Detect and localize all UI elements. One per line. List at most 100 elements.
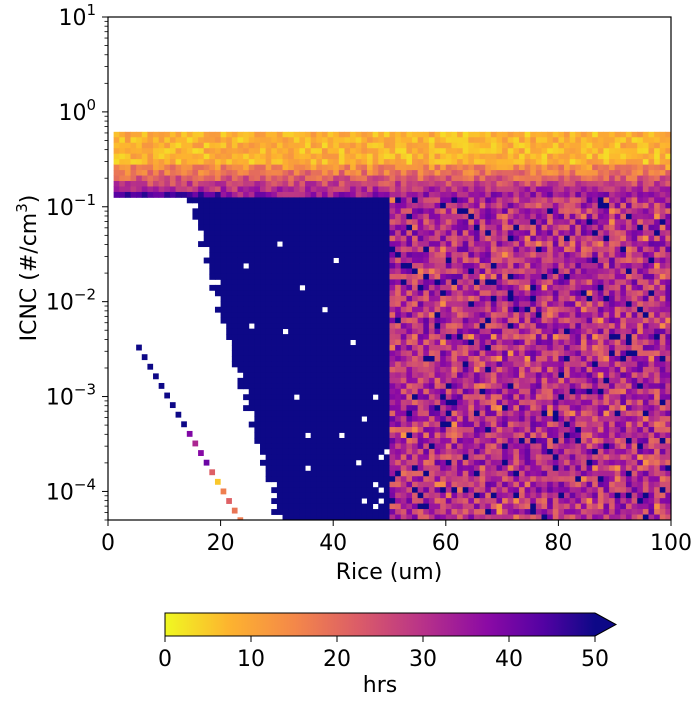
heatmap-cell: [603, 416, 610, 422]
heatmap-cell: [423, 197, 430, 204]
heatmap-cell: [316, 355, 323, 362]
heatmap-cell: [395, 312, 402, 319]
heatmap-cell: [383, 339, 390, 346]
heatmap-cell: [169, 191, 177, 198]
heatmap-cell: [541, 159, 548, 166]
heatmap-cell: [113, 170, 120, 176]
heatmap-cell: [524, 295, 531, 302]
heatmap-cell: [412, 202, 419, 209]
heatmap-cell: [305, 339, 312, 346]
heatmap-cell: [440, 361, 447, 368]
heatmap-cell: [417, 246, 424, 253]
heatmap-cell: [366, 410, 374, 417]
heatmap-cell: [423, 454, 430, 461]
heatmap-cell: [136, 148, 143, 155]
heatmap-cell: [243, 405, 250, 412]
heatmap-cell: [378, 377, 385, 384]
heatmap-cell: [355, 246, 362, 253]
heatmap-cell: [136, 142, 143, 149]
heatmap-cell: [395, 459, 402, 466]
heatmap-cell: [198, 224, 205, 231]
heatmap-cell: [338, 323, 345, 330]
heatmap-cell: [502, 410, 509, 417]
heatmap-cell: [535, 208, 542, 215]
heatmap-cell: [333, 323, 340, 330]
heatmap-cell: [648, 224, 655, 231]
heatmap-cell: [445, 339, 452, 346]
heatmap-cell: [434, 290, 441, 297]
heatmap-cell: [586, 421, 593, 428]
heatmap-cell: [530, 268, 537, 275]
heatmap-cell: [654, 443, 661, 450]
heatmap-cell: [659, 246, 666, 253]
heatmap-cell: [614, 345, 621, 351]
heatmap-cell: [254, 153, 261, 160]
heatmap-cell: [321, 372, 329, 379]
heatmap-cell: [434, 246, 441, 253]
heatmap-cell: [485, 388, 492, 395]
heatmap-cell: [181, 181, 188, 187]
heatmap-cell: [254, 312, 261, 319]
heatmap-cell: [642, 432, 649, 439]
heatmap-cell: [468, 257, 475, 264]
heatmap-cell: [597, 230, 604, 237]
heatmap-cell: [569, 202, 576, 209]
heatmap-cell: [338, 388, 345, 395]
heatmap-cell: [513, 355, 520, 362]
heatmap-cell: [293, 235, 300, 242]
heatmap-cell: [305, 213, 312, 220]
heatmap-cell: [417, 328, 424, 335]
heatmap-cell: [271, 159, 278, 166]
heatmap-cell: [293, 284, 300, 291]
heatmap-cell: [490, 328, 497, 335]
heatmap-cell: [124, 137, 131, 144]
heatmap-cell: [260, 241, 267, 248]
heatmap-cell: [552, 399, 559, 406]
heatmap-cell: [473, 224, 481, 231]
heatmap-cell: [389, 197, 396, 204]
heatmap-cell: [552, 191, 559, 198]
heatmap-cell: [428, 284, 436, 291]
heatmap-cell: [485, 148, 492, 155]
heatmap-cell: [597, 186, 604, 193]
heatmap-cell: [355, 328, 362, 335]
heatmap-cell: [344, 306, 351, 313]
heatmap-cell: [518, 191, 526, 198]
heatmap-cell: [338, 252, 345, 258]
heatmap-cell: [361, 328, 368, 335]
heatmap-cell: [541, 137, 548, 144]
heatmap-cell: [248, 268, 255, 275]
heatmap-cell: [440, 230, 447, 237]
heatmap-cell: [321, 416, 329, 422]
heatmap-cell: [220, 290, 227, 297]
heatmap-cell: [586, 366, 593, 373]
heatmap-cell: [642, 377, 649, 384]
heatmap-cell: [620, 306, 627, 313]
heatmap-cell: [310, 213, 317, 220]
heatmap-cell: [226, 142, 233, 149]
heatmap-cell: [321, 448, 329, 455]
heatmap-cell: [625, 421, 633, 428]
heatmap-cell: [400, 459, 407, 466]
heatmap-cell: [276, 377, 283, 384]
heatmap-cell: [609, 164, 616, 171]
heatmap-cell: [237, 137, 244, 144]
heatmap-cell: [434, 361, 441, 368]
heatmap-cell: [316, 284, 323, 291]
heatmap-cell: [265, 268, 272, 275]
heatmap-cell: [648, 137, 655, 144]
heatmap-cell: [428, 410, 436, 417]
heatmap-cell: [400, 284, 407, 291]
heatmap-cell: [580, 301, 588, 308]
heatmap-cell: [226, 268, 233, 275]
heatmap-cell: [265, 437, 272, 444]
heatmap-cell: [440, 290, 447, 297]
heatmap-cell: [603, 213, 610, 220]
heatmap-cell: [372, 252, 379, 258]
heatmap-cell: [276, 366, 283, 373]
heatmap-cell: [507, 437, 514, 444]
heatmap-cell: [147, 148, 154, 155]
heatmap-cell: [440, 421, 447, 428]
heatmap-cell: [316, 323, 323, 330]
heatmap-cell: [288, 377, 295, 384]
